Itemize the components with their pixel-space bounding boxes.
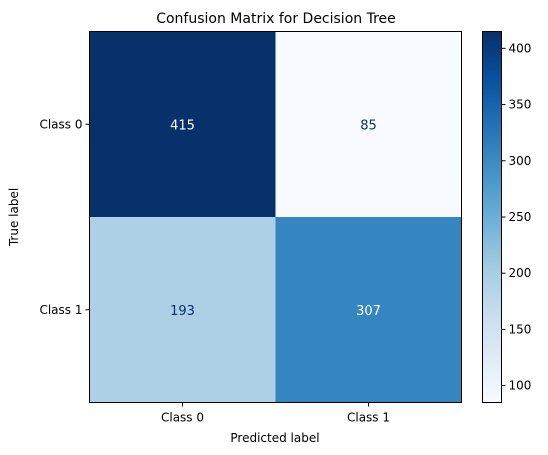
- matrix-cells: [89, 31, 462, 403]
- y-axis-label: True label: [7, 188, 21, 247]
- plot-frame: [89, 31, 462, 403]
- colorbar-tick-label: 250: [509, 210, 532, 224]
- x-axis-label: Predicted label: [230, 431, 319, 445]
- matrix-cell: [89, 31, 276, 217]
- matrix-cell: [275, 217, 462, 403]
- colorbar-tick-label: 200: [509, 266, 532, 280]
- colorbar-tick-label: 150: [509, 322, 532, 336]
- colorbar-ticks: 100 150 200 250 300 350 400: [501, 41, 532, 393]
- x-axis-ticks: Class 0 Class 1: [161, 402, 390, 425]
- colorbar-tick-label: 400: [509, 41, 532, 55]
- y-axis-ticks: Class 0 Class 1: [39, 117, 90, 317]
- matrix-cell: [275, 31, 462, 217]
- x-tick-label: Class 0: [161, 411, 204, 425]
- x-tick-label: Class 1: [347, 411, 390, 425]
- chart-title: Confusion Matrix for Decision Tree: [156, 11, 396, 27]
- matrix-cell: [89, 217, 276, 403]
- colorbar-tick-label: 100: [509, 379, 532, 393]
- cell-value-label: 307: [356, 304, 381, 319]
- cell-value-label: 85: [360, 118, 377, 133]
- colorbar-tick-label: 350: [509, 98, 532, 112]
- y-tick-label: Class 1: [39, 303, 82, 317]
- cell-value-label: 415: [170, 118, 195, 133]
- cell-labels: 415 85 193 307: [170, 118, 381, 319]
- colorbar: [482, 31, 502, 403]
- y-tick-label: Class 0: [39, 117, 82, 131]
- cell-value-label: 193: [170, 304, 195, 319]
- colorbar-tick-label: 300: [509, 154, 532, 168]
